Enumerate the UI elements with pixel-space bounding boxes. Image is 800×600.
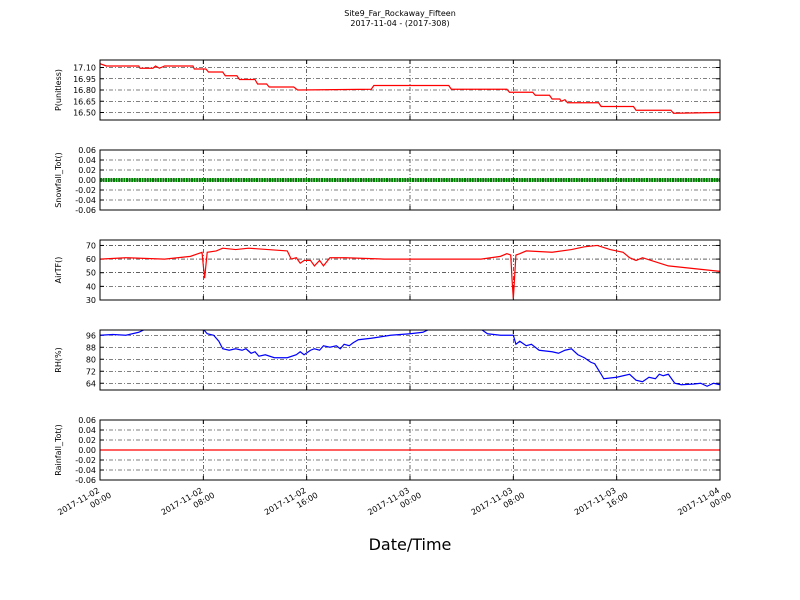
y-tick-label: -0.04 [75,466,96,475]
plot-frame [99,239,721,301]
y-tick-label: -0.02 [75,186,96,195]
x-tick-label: 2017-11-0216:00 [263,482,320,526]
x-tick-label: 2017-11-0400:00 [676,482,733,526]
y-tick-label: -0.02 [75,456,96,465]
y-tick-label: 40 [86,282,96,291]
y-tick-label: 0.06 [78,416,96,425]
y-axis-label: Rainfall_Tot() [54,424,63,476]
plot-frame [99,59,721,121]
x-tick-label: 2017-11-0200:00 [56,482,113,526]
x-tick-label: 2017-11-0316:00 [573,482,630,526]
y-tick-label: 16.65 [73,97,96,106]
x-tick-label: 2017-11-0208:00 [160,482,217,526]
y-tick-label: -0.06 [75,206,96,215]
y-tick-label: 88 [86,343,96,352]
y-axis-label: Snowfall_Tot() [54,152,63,208]
y-axis-label: P(unitless) [54,69,63,111]
y-tick-label: 16.95 [73,75,96,84]
y-tick-label: 72 [86,367,96,376]
chart-title: Site9_Far_Rockaway_Fifteen [344,9,456,18]
y-tick-label: 16.50 [73,109,96,118]
y-axis-label: RH(%) [54,347,63,372]
x-tick-label: 2017-11-0300:00 [366,482,423,526]
y-axis-label: AirTF() [54,257,63,284]
y-tick-label: 0.04 [78,426,96,435]
y-tick-label: 0.00 [78,176,96,185]
y-tick-label: 0.06 [78,146,96,155]
plot-frame [99,329,721,391]
x-axis-label: Date/Time [369,535,452,554]
y-tick-label: 0.04 [78,156,96,165]
chart-subtitle: 2017-11-04 - (2017-308) [350,19,449,28]
y-tick-label: 64 [86,379,96,388]
y-tick-label: 0.02 [78,166,96,175]
y-tick-label: 96 [86,331,96,340]
y-tick-label: 60 [86,255,96,264]
data-line [100,63,720,114]
data-line [100,330,720,387]
y-tick-label: 0.00 [78,446,96,455]
y-tick-label: 50 [86,269,96,278]
y-tick-label: -0.04 [75,196,96,205]
y-tick-label: 0.02 [78,436,96,445]
plot-frame [99,149,721,211]
x-tick-label: 2017-11-0308:00 [470,482,527,526]
data-line [100,244,720,299]
y-tick-label: -0.06 [75,476,96,485]
plot-frame [99,419,721,481]
y-tick-label: 80 [86,355,96,364]
y-tick-label: 30 [86,296,96,305]
y-tick-label: 17.10 [73,64,96,73]
y-tick-label: 70 [86,241,96,250]
y-tick-label: 16.80 [73,86,96,95]
